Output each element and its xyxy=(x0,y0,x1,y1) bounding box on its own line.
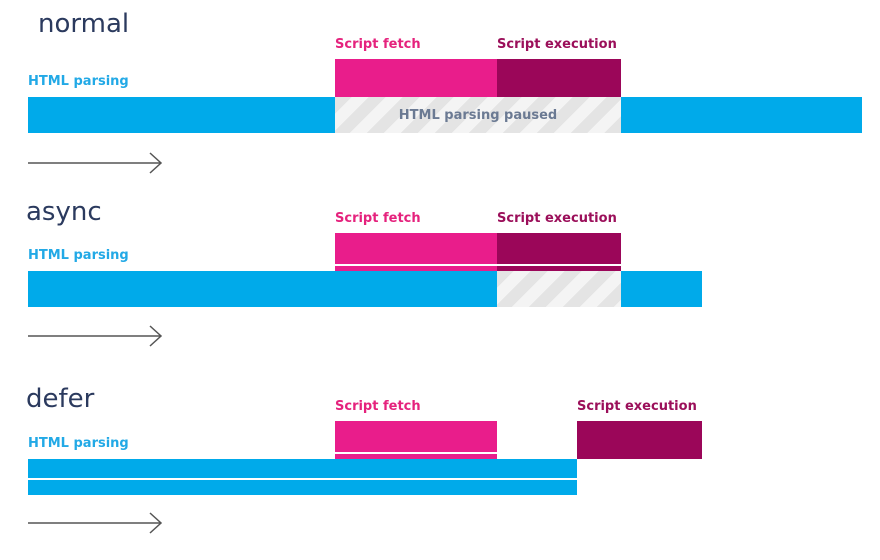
section-title-async: async xyxy=(26,197,102,227)
script-fetch-bar xyxy=(335,59,497,97)
script-fetch-label: Script fetch xyxy=(335,37,421,52)
divider-line xyxy=(335,452,497,454)
script-execution-label: Script execution xyxy=(497,37,617,52)
html-parsing-bar xyxy=(28,459,577,495)
html-parsing-bar xyxy=(28,271,497,307)
html-parsing-bar xyxy=(28,97,335,133)
script-fetch-label: Script fetch xyxy=(335,399,421,414)
script-execution-label: Script execution xyxy=(497,211,617,226)
arrow-right-icon xyxy=(28,152,163,174)
divider-line xyxy=(28,478,577,480)
html-parsing-paused-bar xyxy=(497,271,621,307)
script-execution-label: Script execution xyxy=(577,399,697,414)
html-parsing-bar-resumed xyxy=(621,271,702,307)
script-fetch-label: Script fetch xyxy=(335,211,421,226)
html-parsing-paused-bar: HTML parsing paused xyxy=(335,97,621,133)
arrow-right-icon xyxy=(28,325,163,347)
section-title-normal: normal xyxy=(38,9,130,39)
html-parsing-bar-resumed xyxy=(621,97,862,133)
section-title-defer: defer xyxy=(26,384,95,414)
script-execution-bar xyxy=(577,421,702,459)
divider-line xyxy=(335,264,621,266)
arrow-right-icon xyxy=(28,512,163,534)
html-parsing-label: HTML parsing xyxy=(28,248,129,263)
html-parsing-paused-label: HTML parsing paused xyxy=(398,107,558,123)
html-parsing-label: HTML parsing xyxy=(28,436,129,451)
script-execution-bar xyxy=(497,59,621,97)
html-parsing-label: HTML parsing xyxy=(28,74,129,89)
